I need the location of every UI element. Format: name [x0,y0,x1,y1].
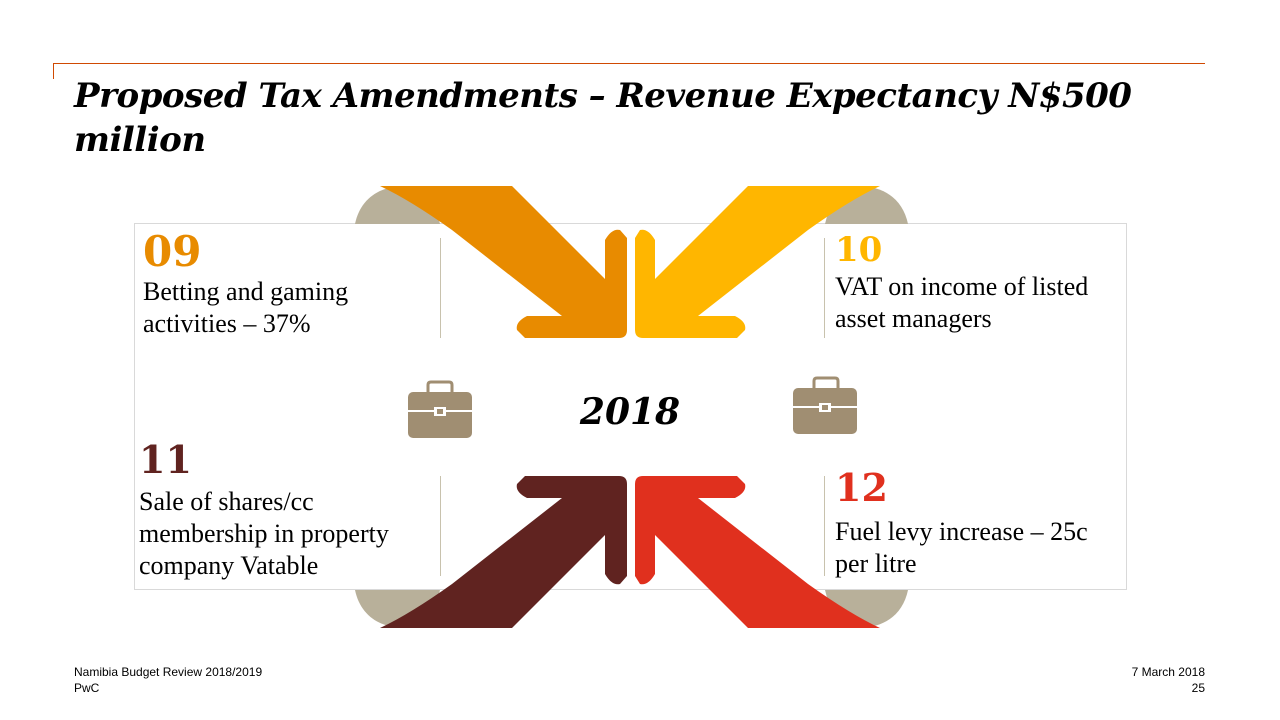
header-rule [53,63,1205,64]
divider-09 [440,238,441,338]
footer-date: 7 March 2018 [1131,665,1205,679]
content-frame [134,223,1127,590]
footer-page-number: 25 [1191,681,1205,695]
footer-report-name: Namibia Budget Review 2018/2019 [74,665,263,679]
divider-10 [824,238,825,338]
arrow-11 [380,476,627,628]
item-text-12: Fuel levy increase – 25c per litre [835,517,1088,578]
footer-company: PwC [74,681,100,695]
item-number-12: 12 [835,465,888,510]
divider-12 [824,476,825,576]
item-text-09: Betting and gaming activities – 37% [143,277,349,338]
item-text-10: VAT on income of listed asset managers [835,272,1089,333]
divider-11 [440,476,441,576]
arrow-12 [635,476,880,628]
item-text-11: Sale of shares/cc membership in property… [139,487,389,580]
header-rule-tick [53,63,54,79]
item-number-11: 11 [139,437,192,482]
arrow-09 [380,186,627,338]
briefcase-icon [793,376,857,434]
slide-title: Proposed Tax Amendments – Revenue Expect… [74,76,1132,160]
item-number-09: 09 [143,227,202,276]
arrow-10 [635,186,880,338]
briefcase-icon [408,380,472,438]
item-number-10: 10 [835,230,883,270]
center-year: 2018 [579,391,681,433]
